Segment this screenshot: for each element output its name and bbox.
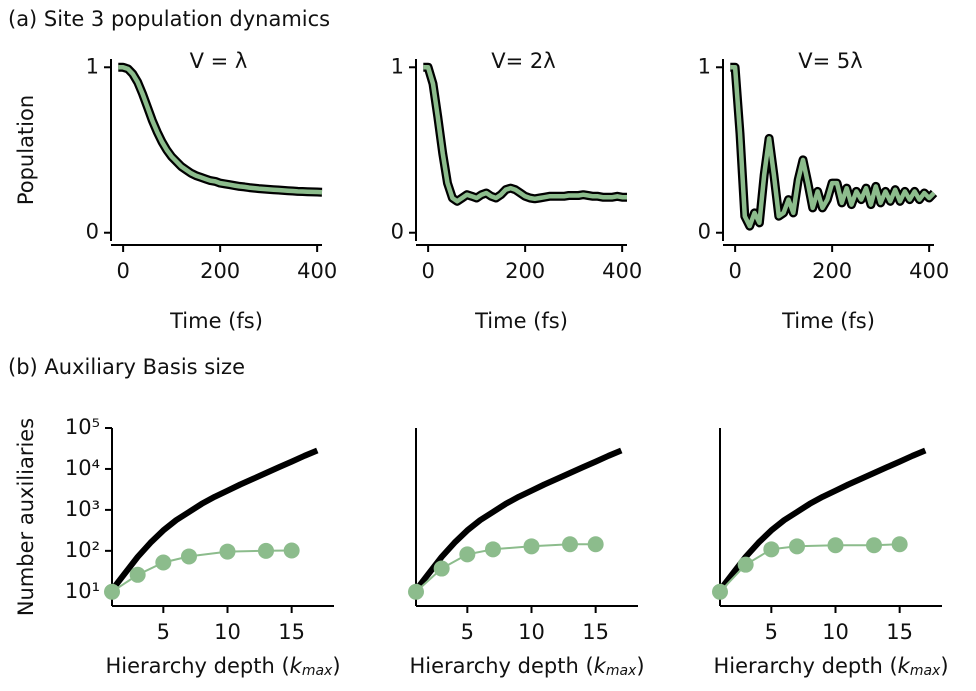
x-tick-label: 10 [822, 620, 849, 644]
y-tick-label: 0 [698, 220, 711, 244]
y-axis-label: Population [14, 95, 38, 205]
data-point [737, 556, 754, 573]
x-axis-label: Time (fs) [169, 309, 263, 333]
x-tick-label: 400 [602, 259, 642, 283]
x-tick-label: 5 [765, 620, 778, 644]
x-tick-label: 200 [505, 259, 545, 283]
data-point [523, 538, 540, 555]
data-point [257, 542, 274, 559]
data-line [413, 447, 623, 592]
x-axis-label: Time (fs) [781, 309, 875, 333]
y-tick-label: 10³ [65, 497, 100, 521]
x-tick-label: 200 [200, 259, 240, 283]
y-axis-label: Number auxiliaries [14, 418, 38, 616]
data-point [129, 566, 146, 583]
y-tick-label: 1 [698, 54, 711, 78]
x-tick-label: 5 [157, 620, 170, 644]
panel-label: (b) Auxiliary Basis size [8, 355, 245, 379]
data-line [717, 447, 927, 592]
x-axis-label: Time (fs) [474, 309, 568, 333]
x-tick-label: 15 [886, 620, 913, 644]
data-point [219, 543, 236, 560]
panel-label: (a) Site 3 population dynamics [8, 7, 330, 31]
x-axis-label-part: max [910, 663, 941, 679]
data-point [763, 541, 780, 558]
data-point [788, 538, 805, 555]
data-point [155, 554, 172, 571]
chart-title: V= 2λ [491, 49, 555, 73]
x-axis-label-part: Hierarchy depth ( [713, 654, 897, 678]
x-tick-label: 10 [518, 620, 545, 644]
x-axis-label-part: max [606, 663, 637, 679]
data-point [865, 537, 882, 554]
data-point [891, 536, 908, 553]
y-tick-label: 1 [391, 54, 404, 78]
data-point [561, 536, 578, 553]
data-point [587, 536, 604, 553]
x-axis-label: Hierarchy depth (kmax) [713, 654, 948, 679]
x-tick-label: 0 [728, 259, 741, 283]
y-tick-label: 10⁴ [65, 456, 100, 480]
data-point [283, 542, 300, 559]
x-tick-label: 15 [278, 620, 305, 644]
x-axis-label-part: Hierarchy depth ( [409, 654, 593, 678]
x-axis-label: Hierarchy depth (kmax) [409, 654, 644, 679]
x-tick-label: 0 [116, 259, 129, 283]
line-outline [118, 62, 323, 197]
line-outline [423, 62, 627, 206]
x-tick-label: 200 [812, 259, 852, 283]
data-line [730, 65, 936, 229]
x-axis-label-part: ) [636, 654, 644, 678]
y-tick-label: 0 [391, 220, 404, 244]
data-point [712, 583, 728, 600]
y-tick-label: 10² [65, 538, 100, 562]
y-tick-label: 10⁵ [65, 415, 100, 439]
data-point [180, 548, 197, 565]
data-point [484, 541, 501, 558]
x-tick-label: 5 [461, 620, 474, 644]
data-point [408, 583, 424, 600]
x-tick-label: 0 [421, 259, 434, 283]
y-tick-label: 10¹ [65, 579, 100, 603]
x-axis-label-part: ) [332, 654, 340, 678]
x-tick-label: 15 [582, 620, 609, 644]
x-axis-label-part: Hierarchy depth ( [105, 654, 289, 678]
x-axis-label: Hierarchy depth (kmax) [105, 654, 340, 679]
data-point [459, 546, 476, 563]
x-tick-label: 400 [909, 259, 949, 283]
x-tick-label: 10 [214, 620, 241, 644]
data-point [104, 583, 120, 600]
x-axis-label-part: ) [940, 654, 948, 678]
data-line [423, 65, 627, 204]
y-tick-label: 0 [86, 220, 99, 244]
chart-title: V= 5λ [798, 49, 862, 73]
data-point [433, 560, 450, 577]
data-line [109, 447, 319, 592]
y-tick-label: 1 [86, 54, 99, 78]
data-line [118, 65, 323, 195]
x-tick-label: 400 [297, 259, 337, 283]
x-axis-label-part: k [290, 654, 303, 678]
x-axis-label-part: max [302, 663, 333, 679]
x-axis-label-part: k [898, 654, 911, 678]
chart-title: V = λ [190, 49, 248, 73]
x-axis-label-part: k [594, 654, 607, 678]
data-point [827, 537, 844, 554]
